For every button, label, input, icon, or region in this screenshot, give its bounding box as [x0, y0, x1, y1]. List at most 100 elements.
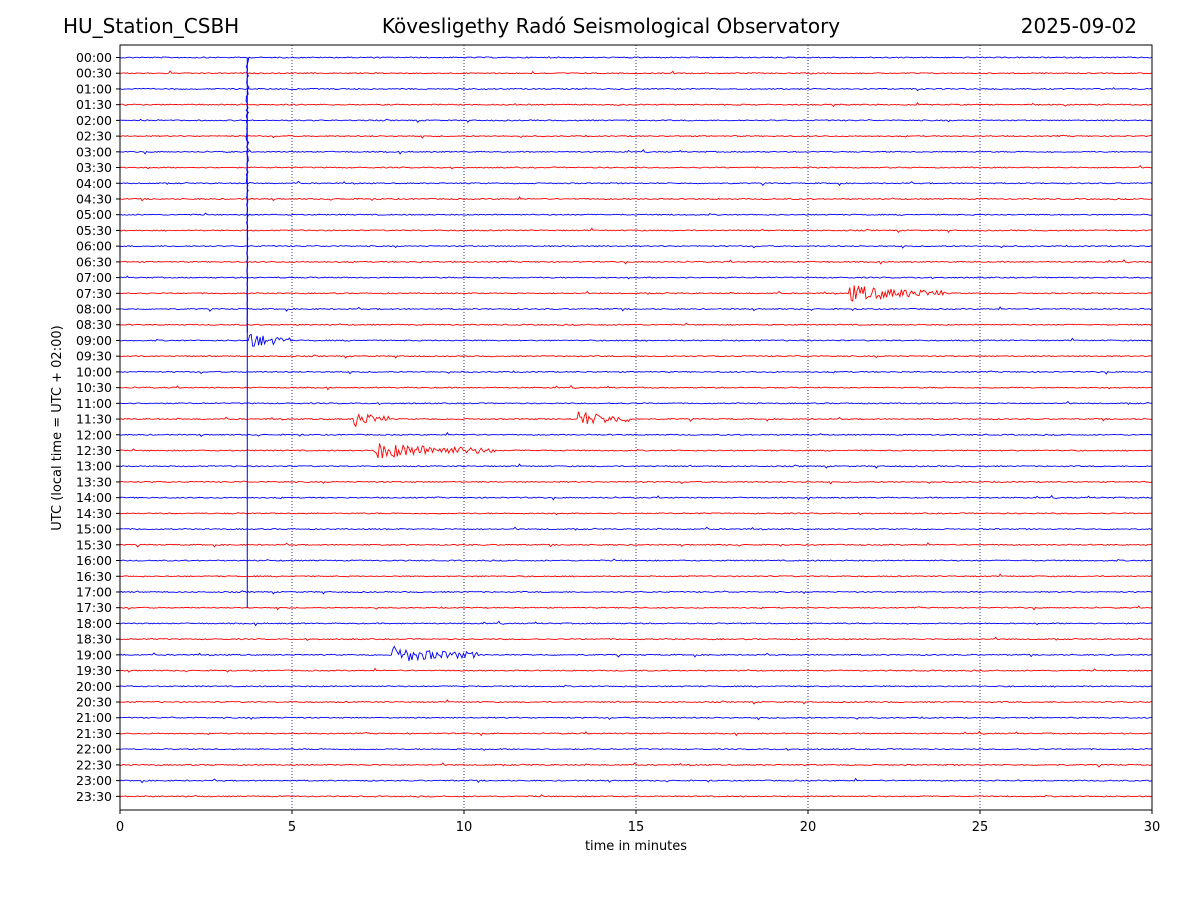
trace-0200: [119, 118, 1153, 124]
y-tick-label: 02:30: [76, 129, 112, 144]
y-tick-label: 19:00: [76, 647, 112, 662]
y-tick-label: 14:30: [76, 506, 112, 521]
y-tick-label: 14:00: [76, 490, 112, 505]
trace-layer: [119, 56, 1153, 798]
x-tick-label: 20: [800, 820, 817, 835]
y-tick-label: 20:00: [76, 679, 112, 694]
y-tick-label: 21:30: [76, 726, 112, 741]
trace-1100: [119, 400, 1153, 406]
trace-1530: [119, 541, 1153, 548]
y-tick-label: 09:00: [76, 333, 112, 348]
trace-0830: [119, 322, 1153, 326]
trace-0430: [119, 196, 1153, 202]
y-tick-label: 10:30: [76, 380, 112, 395]
y-tick-label: 10:00: [76, 364, 112, 379]
y-tick-label: 18:00: [76, 616, 112, 631]
y-tick-label: 01:00: [76, 81, 112, 96]
trace-2130: [119, 730, 1153, 737]
y-tick-label: 03:00: [76, 144, 112, 159]
y-tick-label: 20:30: [76, 695, 112, 710]
trace-1900: [119, 645, 1153, 662]
y-tick-label: 15:00: [76, 522, 112, 537]
trace-2000: [119, 684, 1153, 688]
y-tick-label: 03:30: [76, 160, 112, 175]
y-tick-label: 00:30: [76, 66, 112, 81]
trace-0130: [119, 102, 1153, 108]
trace-0500: [119, 212, 1152, 216]
y-tick-label: 22:00: [76, 742, 112, 757]
trace-1500: [119, 526, 1153, 531]
trace-1130: [119, 411, 1153, 428]
y-tick-label: 05:00: [76, 207, 112, 222]
y-tick-label: 09:30: [76, 349, 112, 364]
trace-0930: [119, 354, 1153, 359]
x-tick-label: 5: [288, 820, 296, 835]
y-tick-label: 13:00: [76, 459, 112, 474]
x-tick-label: 15: [628, 820, 645, 835]
trace-1700: [119, 590, 1153, 595]
trace-0100: [119, 87, 1153, 92]
trace-2330: [119, 794, 1153, 798]
y-tick-label: 15:30: [76, 537, 112, 552]
y-tick-label: 08:30: [76, 317, 112, 332]
trace-0900: [119, 333, 1153, 347]
trace-1000: [119, 370, 1153, 375]
trace-0630: [119, 259, 1153, 265]
x-axis-label: time in minutes: [585, 839, 687, 854]
chart-title: Kövesligethy Radó Seismological Observat…: [381, 14, 841, 38]
trace-1630: [119, 573, 1153, 578]
y-tick-label: 11:30: [76, 412, 112, 427]
trace-1330: [119, 480, 1153, 485]
trace-0000: [119, 56, 1153, 59]
trace-0300: [119, 149, 1153, 155]
trace-1200: [119, 431, 1153, 437]
y-tick-label: 04:00: [76, 176, 112, 191]
x-tick-label: 30: [1144, 820, 1161, 835]
y-tick-label: 21:00: [76, 710, 112, 725]
y-tick-label: 17:30: [76, 600, 112, 615]
plot-frame: [119, 44, 1153, 811]
station-name: HU_Station_CSBH: [63, 14, 240, 38]
x-tick-label: 0: [116, 820, 124, 835]
y-tick-label: 07:30: [76, 286, 112, 301]
y-tick-label: 07:00: [76, 270, 112, 285]
trace-1800: [119, 620, 1153, 627]
trace-0030: [119, 70, 1153, 75]
trace-1030: [119, 384, 1153, 391]
trace-0400: [119, 180, 1153, 187]
trace-1930: [119, 667, 1153, 673]
y-tick-label: 04:30: [76, 191, 112, 206]
grid-layer: [291, 45, 981, 810]
trace-0600: [119, 244, 1153, 249]
trace-1730: [119, 605, 1153, 611]
x-tick-label: 25: [972, 820, 989, 835]
trace-0530: [119, 227, 1153, 234]
trace-1830: [119, 636, 1153, 641]
y-tick-label: 16:00: [76, 553, 112, 568]
axis-layer: 0 5 10 15 20 25 30 00:0000:3001:0001:3002:0002:…: [76, 50, 1160, 835]
y-tick-label: 23:30: [76, 789, 112, 804]
trace-2100: [119, 716, 1153, 721]
y-tick-label: 19:30: [76, 663, 112, 678]
y-tick-label: 12:30: [76, 443, 112, 458]
y-tick-label: 17:00: [76, 584, 112, 599]
chart-date: 2025-09-02: [1020, 14, 1137, 38]
trace-2230: [119, 762, 1153, 768]
y-tick-label: 11:00: [76, 396, 112, 411]
trace-1300: [119, 463, 1153, 469]
x-tick-label: 10: [456, 820, 473, 835]
y-tick-label: 13:30: [76, 474, 112, 489]
y-tick-label: 00:00: [76, 50, 112, 65]
trace-0800: [119, 306, 1153, 312]
y-tick-label: 12:00: [76, 427, 112, 442]
y-tick-label: 06:30: [76, 254, 112, 269]
trace-1430: [119, 512, 1153, 516]
trace-0230: [119, 134, 1153, 139]
trace-0700: [119, 275, 1153, 280]
y-axis-label: UTC (local time = UTC + 02:00): [50, 325, 65, 530]
y-tick-label: 08:00: [76, 302, 112, 317]
trace-1230: [119, 443, 1153, 459]
y-tick-label: 02:00: [76, 113, 112, 128]
trace-1400: [119, 494, 1153, 501]
y-tick-label: 01:30: [76, 97, 112, 112]
